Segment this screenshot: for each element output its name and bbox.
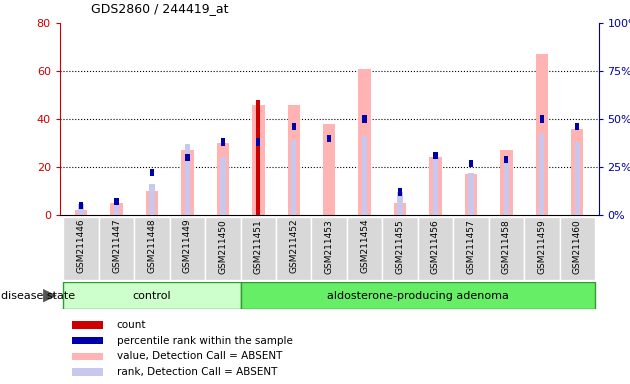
Bar [79,202,83,209]
Bar [504,156,508,163]
Text: GSM211451: GSM211451 [254,219,263,274]
Bar [220,157,226,215]
Bar [114,200,119,215]
Bar [276,217,311,280]
Text: GSM211460: GSM211460 [573,219,581,274]
Text: GSM211453: GSM211453 [324,219,334,274]
Bar [398,189,402,195]
Polygon shape [43,289,57,303]
Bar [149,184,154,215]
Bar [575,123,580,130]
Bar [72,337,103,344]
Bar [347,217,382,280]
Bar [217,143,229,215]
Text: rank, Detection Call = ABSENT: rank, Detection Call = ABSENT [117,367,277,377]
Bar [72,321,103,329]
Bar [256,139,260,146]
Bar [99,217,134,280]
Bar [327,135,331,142]
Bar [241,282,595,309]
Bar [433,156,438,215]
Bar [468,173,474,215]
Bar [205,217,241,280]
Text: GSM211456: GSM211456 [431,219,440,274]
Bar [292,123,296,130]
Text: count: count [117,320,146,330]
Bar [64,282,241,309]
Bar [311,217,347,280]
Text: GSM211447: GSM211447 [112,219,121,273]
Text: GSM211448: GSM211448 [147,219,156,273]
Text: GSM211452: GSM211452 [289,219,298,273]
Bar [291,140,296,215]
Bar [185,154,190,161]
Bar [110,203,123,215]
Text: aldosterone-producing adenoma: aldosterone-producing adenoma [327,291,508,301]
Bar [75,210,88,215]
Bar [453,217,489,280]
Bar [571,129,583,215]
Text: GSM211454: GSM211454 [360,219,369,273]
Bar [536,54,548,215]
Bar [256,100,260,215]
Bar [382,217,418,280]
Bar [134,217,169,280]
Bar [433,152,438,159]
Bar [220,139,225,146]
Bar [362,116,367,122]
Bar [504,159,509,215]
Bar [469,160,473,167]
Text: control: control [133,291,171,301]
Bar [540,116,544,122]
Text: GSM211446: GSM211446 [77,219,86,273]
Bar [575,142,580,215]
Text: GSM211449: GSM211449 [183,219,192,273]
Bar [559,217,595,280]
Bar [500,150,513,215]
Bar [252,104,265,215]
Text: GSM211450: GSM211450 [219,219,227,274]
Bar [429,157,442,215]
Bar [169,217,205,280]
Bar [79,204,84,215]
Bar [465,174,477,215]
Bar [489,217,524,280]
Text: GDS2860 / 244419_at: GDS2860 / 244419_at [91,2,229,15]
Text: GSM211458: GSM211458 [502,219,511,274]
Bar [287,104,300,215]
Bar [358,69,371,215]
Bar [323,124,335,215]
Bar [64,217,99,280]
Bar [398,192,403,215]
Bar [185,144,190,215]
Bar [146,191,158,215]
Bar [362,136,367,215]
Bar [394,203,406,215]
Text: percentile rank within the sample: percentile rank within the sample [117,336,292,346]
Text: GSM211455: GSM211455 [396,219,404,274]
Bar [241,217,276,280]
Text: value, Detection Call = ABSENT: value, Detection Call = ABSENT [117,351,282,361]
Bar [524,217,559,280]
Text: disease state: disease state [1,291,75,301]
Bar [539,134,544,215]
Text: GSM211459: GSM211459 [537,219,546,274]
Bar [115,198,118,205]
Text: GSM211457: GSM211457 [466,219,476,274]
Bar [418,217,453,280]
Bar [181,150,193,215]
Bar [150,169,154,176]
Bar [72,368,103,376]
Bar [72,353,103,360]
